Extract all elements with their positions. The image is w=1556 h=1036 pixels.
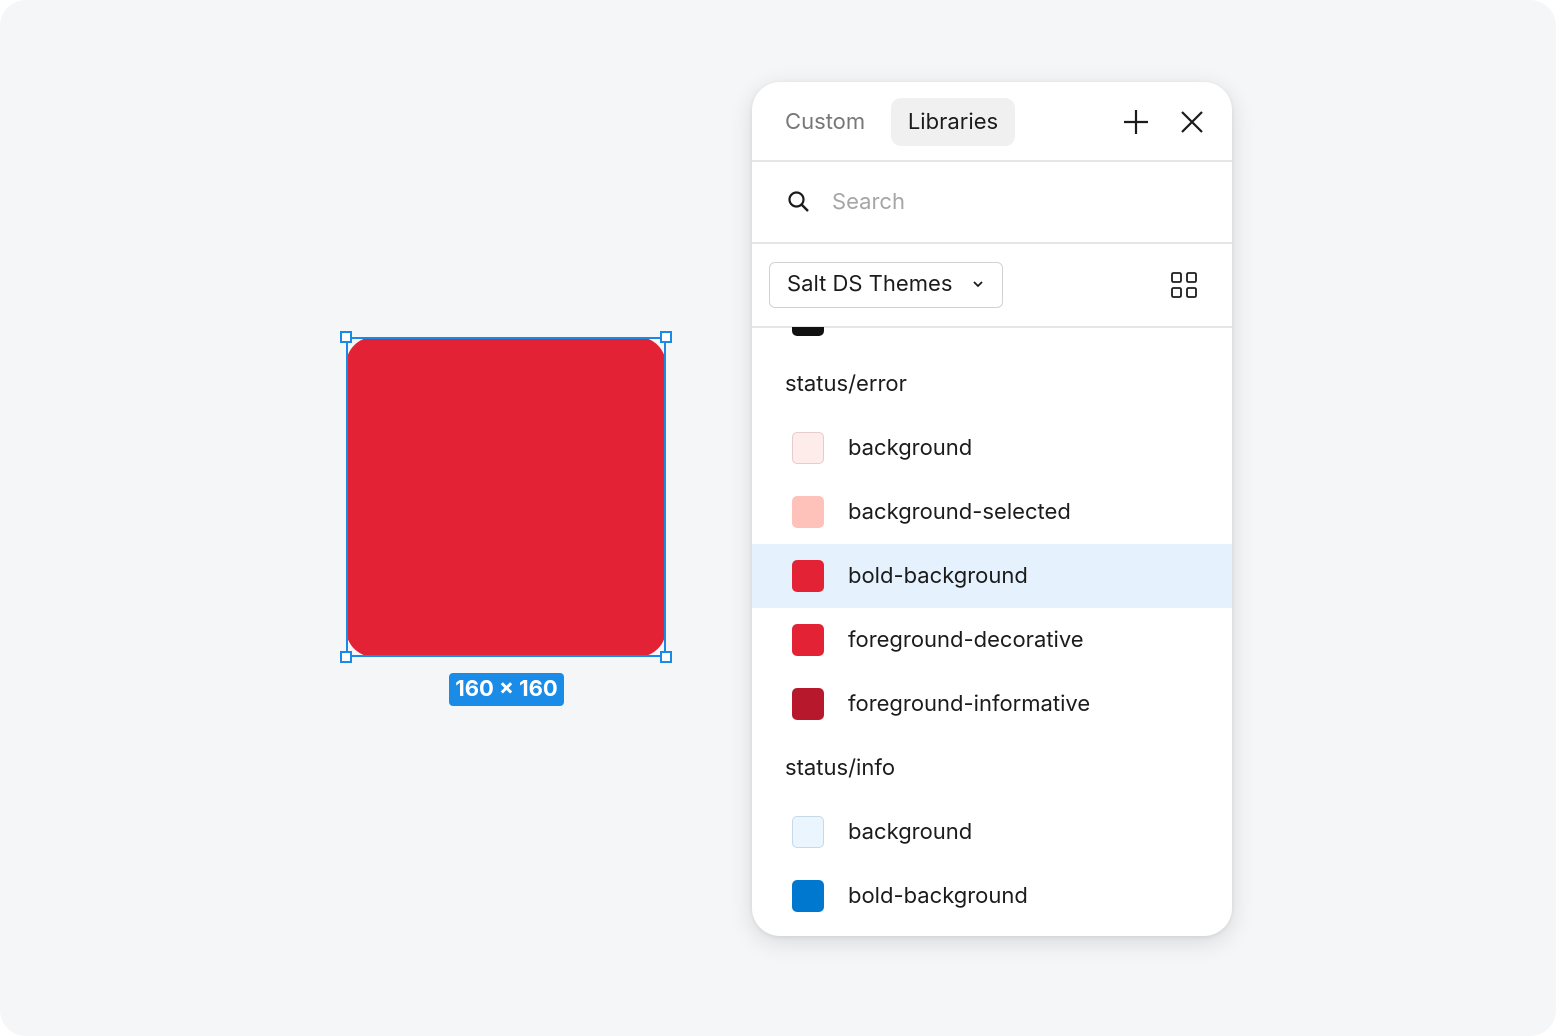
color-item[interactable]: foreground-decorative xyxy=(752,608,1232,672)
color-name: background xyxy=(848,819,973,845)
color-item[interactable]: background-selected xyxy=(752,480,1232,544)
color-swatch xyxy=(792,880,824,912)
color-name: background xyxy=(848,435,973,461)
divider xyxy=(752,160,1232,162)
resize-handle[interactable] xyxy=(340,331,352,343)
grid-view-button[interactable] xyxy=(1171,272,1197,298)
chevron xyxy=(973,281,983,288)
group-title: status/error xyxy=(785,371,907,397)
color-swatch xyxy=(792,432,824,464)
color-panel: Custom Libraries Search Salt DS Themes s… xyxy=(752,82,1232,936)
color-swatch xyxy=(792,560,824,592)
divider xyxy=(752,242,1232,244)
color-swatch xyxy=(792,688,824,720)
tab-libraries[interactable]: Libraries xyxy=(891,98,1015,146)
search-icon xyxy=(788,191,809,212)
search-input[interactable]: Search xyxy=(832,189,906,215)
color-item[interactable]: background xyxy=(752,416,1232,480)
color-swatch xyxy=(792,816,824,848)
color-name: bold-background xyxy=(848,563,1028,589)
tab-custom[interactable]: Custom xyxy=(785,109,866,135)
resize-handle[interactable] xyxy=(340,651,352,663)
color-list: status/error background background-selecte… xyxy=(752,327,1232,936)
color-name: bold-background xyxy=(848,883,1028,909)
add-button[interactable] xyxy=(1122,108,1150,136)
library-dropdown[interactable]: Salt DS Themes xyxy=(769,262,1003,308)
resize-handle[interactable] xyxy=(660,331,672,343)
close-button[interactable] xyxy=(1180,110,1204,134)
divider xyxy=(752,326,1232,328)
group-title: status/info xyxy=(785,755,896,781)
swatch-clipped xyxy=(792,327,824,336)
color-name: foreground-decorative xyxy=(848,627,1084,653)
color-name: background-selected xyxy=(848,499,1071,525)
color-swatch xyxy=(792,496,824,528)
color-name: foreground-informative xyxy=(848,691,1091,717)
color-swatch xyxy=(792,624,824,656)
size-label: 160 × 160 xyxy=(449,673,564,706)
color-item[interactable]: background xyxy=(752,800,1232,864)
resize-handle[interactable] xyxy=(660,651,672,663)
color-item[interactable]: foreground-informative xyxy=(752,672,1232,736)
red-square[interactable] xyxy=(346,337,666,657)
color-item[interactable]: bold-background xyxy=(752,864,1232,928)
selection-outline xyxy=(346,337,666,657)
color-item[interactable]: bold-background xyxy=(752,544,1232,608)
library-name: Salt DS Themes xyxy=(787,271,953,297)
